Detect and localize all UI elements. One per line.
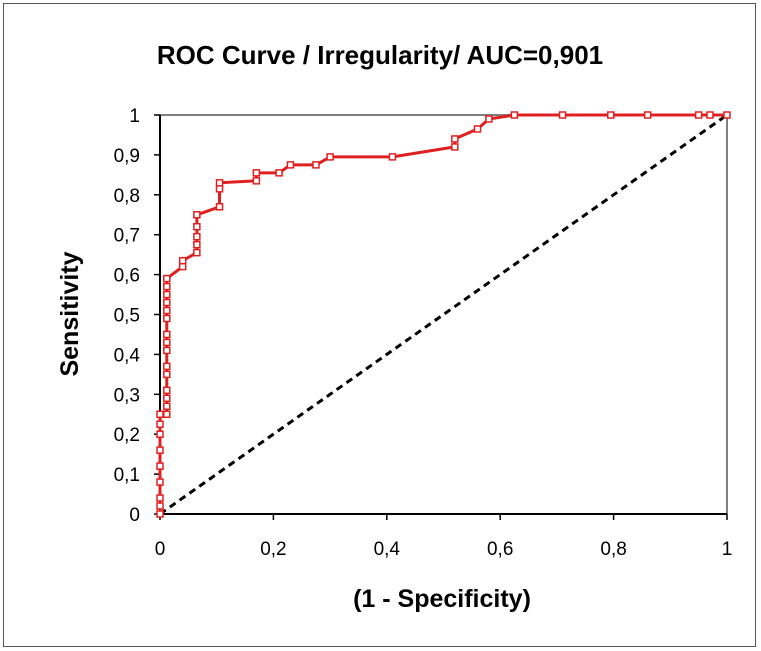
roc-point-marker	[193, 240, 201, 249]
roc-point-marker	[252, 177, 261, 185]
y-tick-label: 0,5	[114, 306, 140, 327]
roc-point-marker	[193, 232, 201, 241]
roc-point-marker	[178, 256, 187, 265]
chart-frame	[3, 3, 756, 647]
roc-point-marker	[312, 161, 320, 169]
roc-point-marker	[706, 111, 714, 119]
y-tick-label: 0	[129, 505, 140, 526]
roc-point-marker	[558, 111, 567, 119]
roc-point-marker	[388, 153, 397, 161]
roc-point-marker	[215, 179, 224, 187]
roc-point-marker	[643, 111, 652, 119]
roc-point-marker	[473, 125, 482, 133]
roc-point-marker	[163, 298, 171, 307]
y-tick-label: 0,7	[114, 226, 140, 247]
roc-point-marker	[163, 290, 171, 299]
roc-point-marker	[193, 248, 201, 257]
y-tick-label: 0,6	[114, 266, 140, 287]
y-tick-label: 0,2	[114, 425, 140, 446]
roc-point-marker	[156, 502, 164, 510]
axes: 0 0,2 0,4 0,6 0,8 1 0 0,1 0,2 0,3 0,4 0,5 0,6 0,7 0,8 0…	[114, 106, 733, 560]
roc-point-marker	[607, 111, 615, 119]
x-tick-label: 0,6	[487, 539, 513, 560]
roc-point-marker	[326, 153, 334, 161]
y-tick-label: 0,4	[114, 345, 141, 366]
roc-point-marker	[485, 115, 493, 123]
reference-diagonal-line	[159, 113, 728, 516]
roc-point-marker	[286, 161, 295, 169]
y-tick-label: 0,3	[114, 385, 140, 406]
chart-title: ROC Curve / Irregularity/ AUC=0,901	[157, 40, 603, 70]
roc-point-marker	[163, 402, 171, 411]
roc-point-marker	[156, 430, 164, 438]
y-tick-label: 0,8	[114, 186, 140, 207]
roc-point-marker	[156, 410, 164, 418]
roc-point-marker	[178, 262, 187, 271]
roc-point-marker	[156, 420, 164, 428]
roc-point-marker	[163, 282, 171, 291]
roc-point-marker	[163, 346, 171, 355]
roc-point-marker	[451, 143, 459, 151]
x-tick-label: 0,8	[600, 539, 626, 560]
plot-area	[156, 111, 731, 518]
roc-point-marker	[156, 494, 164, 502]
y-tick-label: 1	[129, 106, 140, 127]
roc-point-marker	[163, 386, 171, 395]
y-tick-label: 0,1	[114, 465, 140, 486]
roc-point-marker	[163, 306, 171, 315]
roc-point-marker	[275, 169, 283, 177]
roc-point-marker	[215, 203, 224, 211]
roc-point-marker	[252, 169, 261, 177]
x-axis-title: (1 - Specificity)	[353, 585, 531, 613]
roc-point-marker	[163, 330, 171, 339]
roc-point-marker	[156, 510, 164, 518]
roc-point-marker	[193, 222, 201, 231]
x-tick-label: 0	[155, 539, 166, 560]
y-tick-label: 0,9	[114, 146, 140, 167]
roc-point-marker	[451, 135, 459, 143]
roc-point-marker	[694, 111, 703, 119]
roc-point-marker	[215, 185, 224, 193]
y-axis-title: Sensitivity	[56, 251, 84, 376]
roc-point-marker	[163, 274, 171, 283]
roc-point-marker	[156, 446, 164, 454]
roc-point-marker	[163, 338, 171, 347]
roc-point-marker	[163, 394, 171, 403]
roc-point-marker	[163, 410, 171, 418]
roc-point-marker	[156, 478, 164, 486]
roc-point-marker	[163, 314, 171, 323]
x-tick-label: 1	[722, 539, 733, 560]
roc-point-marker	[510, 111, 519, 119]
roc-point-marker	[723, 111, 731, 119]
roc-point-marker	[156, 462, 164, 470]
roc-point-marker	[163, 362, 171, 371]
roc-point-marker	[163, 370, 171, 379]
x-tick-label: 0,4	[374, 539, 401, 560]
x-tick-label: 0,2	[260, 539, 286, 560]
roc-point-marker	[193, 211, 201, 219]
